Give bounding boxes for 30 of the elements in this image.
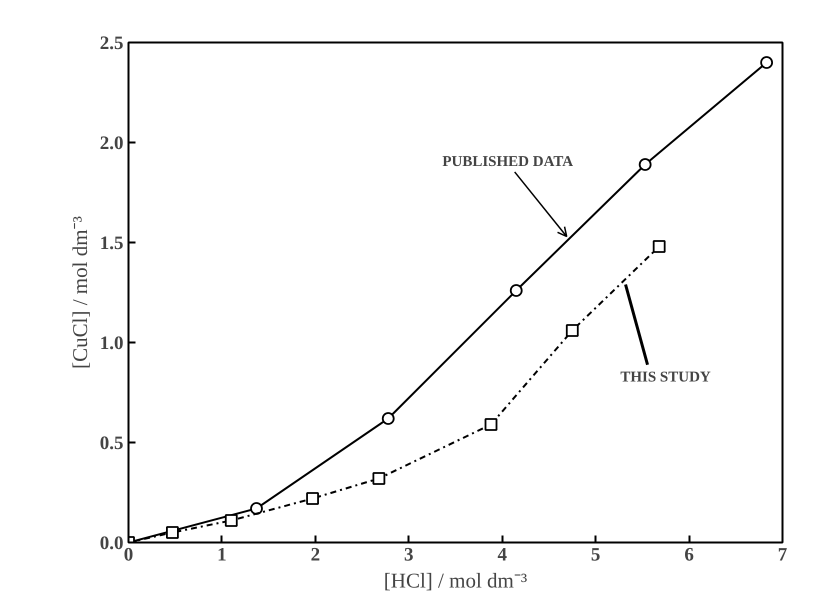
x-tick-label: 3 (404, 544, 414, 566)
y-tick-label: 2.0 (100, 133, 124, 154)
point (306, 492, 319, 505)
x-tick-label: 5 (590, 544, 600, 566)
y-tick-label: 0.5 (100, 433, 124, 454)
point (566, 324, 579, 337)
x-tick-label: 0 (124, 544, 134, 566)
point (638, 158, 652, 171)
y-tick-label: 0.0 (100, 533, 124, 554)
point (382, 412, 395, 425)
point (166, 526, 179, 539)
point (250, 502, 263, 515)
x-tick-label: 1 (217, 544, 227, 566)
point (224, 514, 238, 527)
point (484, 418, 498, 431)
point (510, 284, 523, 297)
x-tick-label: 4 (497, 544, 508, 566)
annotation: THIS STUDY (620, 369, 711, 386)
x-axis-title: [HCl] / mol dm⁻³ (384, 568, 528, 592)
y-tick-label: 1.5 (100, 233, 124, 254)
annotation: PUBLISHED DATA (442, 154, 574, 170)
point (372, 472, 386, 485)
point (652, 240, 666, 253)
x-tick-label: 7 (778, 544, 788, 566)
y-tick-label: 2.5 (100, 33, 124, 54)
x-tick-label: 2 (310, 544, 320, 566)
y-tick-label: 1.0 (100, 333, 124, 354)
point (760, 56, 774, 69)
x-tick-label: 6 (684, 544, 694, 566)
y-axis-title: [CuCl] / mol dm⁻³ (68, 216, 92, 369)
